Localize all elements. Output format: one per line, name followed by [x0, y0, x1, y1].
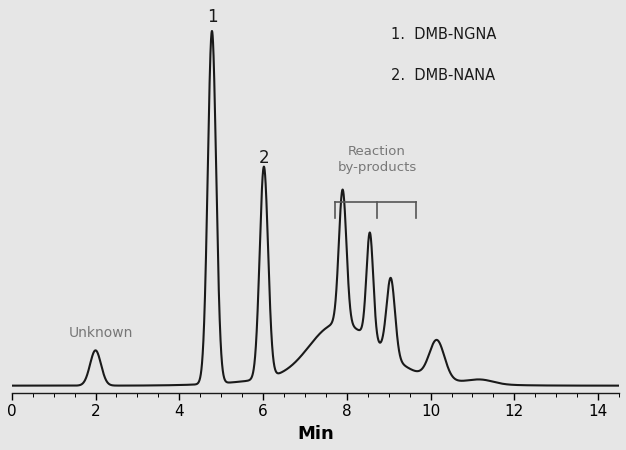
X-axis label: Min: Min: [297, 425, 334, 443]
Text: Reaction
by-products: Reaction by-products: [337, 145, 416, 174]
Text: 1: 1: [207, 8, 217, 26]
Text: Unknown: Unknown: [68, 326, 133, 340]
Text: 2: 2: [259, 149, 269, 167]
Text: 1.  DMB-NGNA: 1. DMB-NGNA: [391, 27, 496, 41]
Text: 2.  DMB-NANA: 2. DMB-NANA: [391, 68, 495, 83]
